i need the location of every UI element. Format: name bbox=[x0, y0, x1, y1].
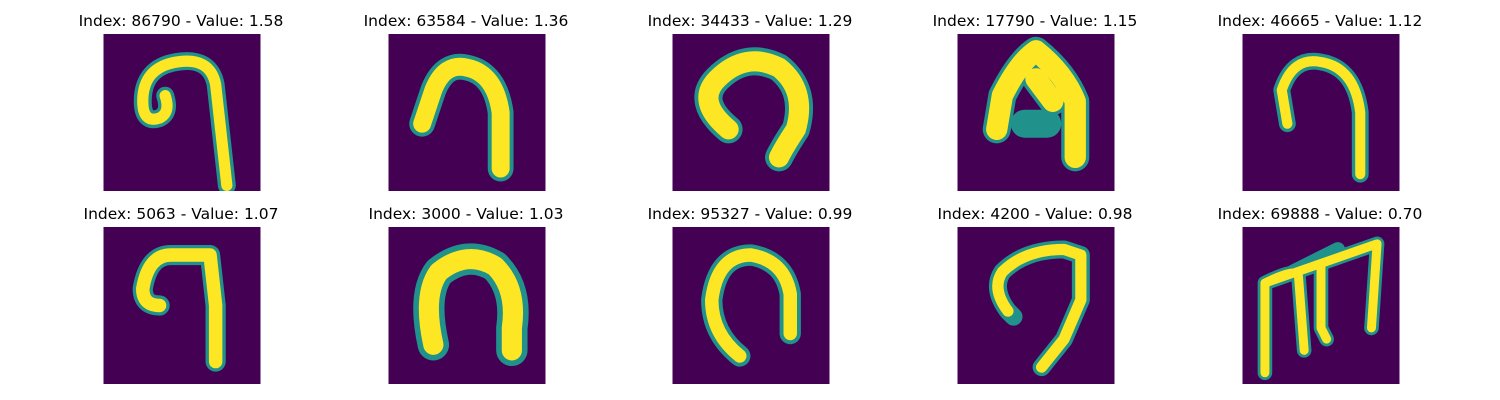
digit-image bbox=[103, 34, 261, 191]
digit-image bbox=[957, 227, 1115, 384]
digit-image bbox=[388, 227, 546, 384]
digit-image bbox=[388, 34, 546, 191]
panel-10: Index: 69888 - Value: 0.70 bbox=[1180, 204, 1460, 389]
panel-title: Index: 69888 - Value: 0.70 bbox=[1217, 205, 1423, 223]
panel-title: Index: 4200 - Value: 0.98 bbox=[937, 205, 1133, 223]
digit-image bbox=[1242, 227, 1400, 384]
digit-image bbox=[103, 227, 261, 384]
panel-5: Index: 46665 - Value: 1.12 bbox=[1180, 11, 1460, 196]
panel-title: Index: 3000 - Value: 1.03 bbox=[368, 205, 564, 223]
panel-title: Index: 46665 - Value: 1.12 bbox=[1217, 12, 1423, 30]
panel-9: Index: 4200 - Value: 0.98 bbox=[895, 204, 1175, 389]
panel-3: Index: 34433 - Value: 1.29 bbox=[610, 11, 890, 196]
digit-image bbox=[957, 34, 1115, 191]
panel-8: Index: 95327 - Value: 0.99 bbox=[610, 204, 890, 389]
panel-2: Index: 63584 - Value: 1.36 bbox=[326, 11, 606, 196]
panel-title: Index: 63584 - Value: 1.36 bbox=[363, 12, 569, 30]
panel-title: Index: 34433 - Value: 1.29 bbox=[647, 12, 853, 30]
panel-title: Index: 17790 - Value: 1.15 bbox=[932, 12, 1138, 30]
panel-1: Index: 86790 - Value: 1.58 bbox=[41, 11, 321, 196]
panel-6: Index: 5063 - Value: 1.07 bbox=[41, 204, 321, 389]
digit-image bbox=[1242, 34, 1400, 191]
digit-image bbox=[672, 227, 830, 384]
panel-title: Index: 86790 - Value: 1.58 bbox=[78, 12, 284, 30]
panel-title: Index: 95327 - Value: 0.99 bbox=[647, 205, 853, 223]
digit-image bbox=[672, 34, 830, 191]
panel-7: Index: 3000 - Value: 1.03 bbox=[326, 204, 606, 389]
panel-4: Index: 17790 - Value: 1.15 bbox=[895, 11, 1175, 196]
panel-title: Index: 5063 - Value: 1.07 bbox=[83, 205, 279, 223]
